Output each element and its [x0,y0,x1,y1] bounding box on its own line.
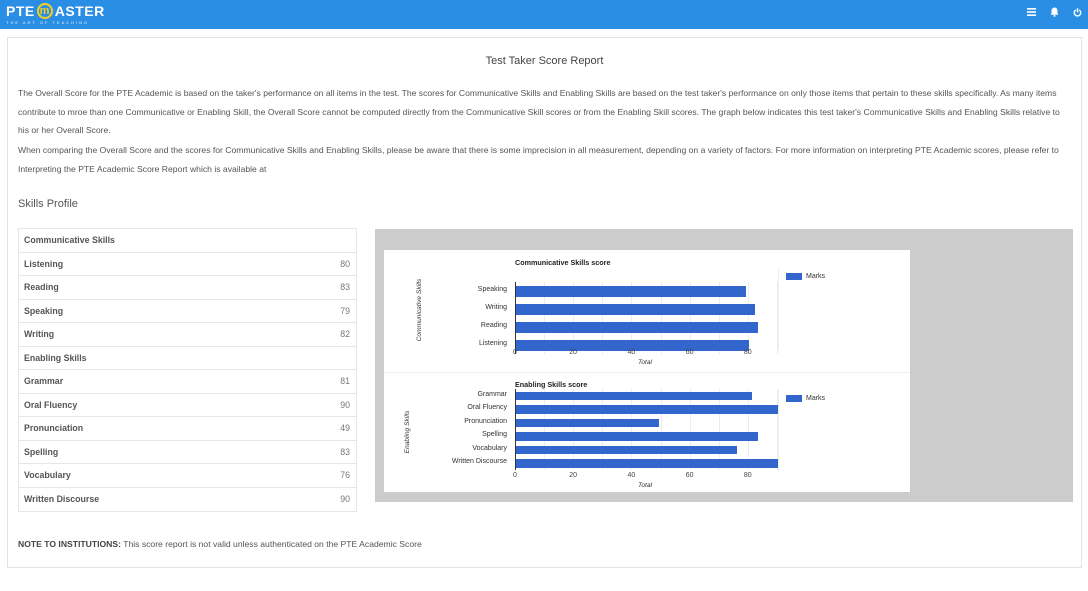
category-label: Reading [480,322,507,329]
x-tick-label: 80 [743,472,752,479]
top-navbar: PTE m ASTER THE ART OF TEACHING [0,0,1088,29]
bar-written-discourse [516,459,778,468]
bar-grammar [516,391,752,400]
grid-line [544,282,546,354]
grid-line [776,282,778,354]
bell-icon[interactable] [1050,7,1059,17]
table-row: Writing 82 [19,323,356,347]
table-row: Written Discourse 90 [24,494,350,505]
chart-legend: Marks [786,395,825,402]
grid-line [544,389,546,470]
bar-vocabulary [516,445,738,454]
grid-line [602,389,604,470]
legend-swatch [786,395,802,402]
table-section-header: Communicative Skills [19,229,356,253]
chart-container: Communicative Skills score Communicative … [384,250,910,492]
table-row: Reading 83 [19,276,356,300]
bar-pronunciation [516,418,659,427]
legend-label: Marks [806,273,826,280]
x-tick-label: 20 [569,349,578,356]
grid-line [631,389,633,470]
skills-table: Communicative Skills Listening 80 Reading… [18,228,357,512]
chart-title: Enabling Skills score [515,380,588,389]
table-row: Grammar 81 [19,370,356,394]
x-axis-label: Total [637,482,652,489]
logo[interactable]: PTE m ASTER THE ART OF TEACHING [6,3,105,27]
grid-line [631,282,633,354]
table-row: Speaking 79 [19,300,356,323]
score-report-card: Test Taker Score Report The Overall Scor… [7,37,1082,568]
chart-divider [384,372,910,373]
power-icon[interactable] [1073,7,1082,17]
bar-speaking [516,285,746,297]
grid-line [747,282,749,354]
grid-line [689,389,691,470]
legend-swatch [786,273,802,280]
grid-line [718,282,720,354]
category-label: Spelling [482,431,507,439]
category-label: Vocabulary [472,444,507,452]
chart-legend: Marks [786,273,825,280]
x-tick-label: 40 [627,472,636,479]
x-axis-label: Total [637,359,652,366]
grid-line [573,389,575,470]
legend-label: Marks [806,395,826,402]
grid-line [718,389,720,470]
logo-tagline: THE ART OF TEACHING [6,20,90,25]
category-label: Pronunciation [464,417,507,425]
bar-oral-fluency [516,405,778,414]
bar-listening [516,339,749,351]
measurement-paragraph: When comparing the Overall Score and the… [18,145,1059,174]
charts-panel: Communicative Skills score Communicative … [375,229,1073,502]
table-row: Vocabulary 76 [19,464,356,488]
grid-line [602,282,604,354]
x-tick-label: 40 [627,349,636,356]
page-title: Test Taker Score Report [485,55,604,67]
category-label: Written Discourse [451,458,507,466]
y-axis-line [515,389,516,470]
table-row: Listening 80 [19,253,356,276]
intro-paragraph: The Overall Score for the PTE Academic i… [18,88,1060,135]
x-tick-label: 60 [685,349,694,356]
legend-divider [778,390,779,472]
table-row: Spelling 83 [19,441,356,464]
legend-divider [778,268,779,350]
grid-line [573,282,575,354]
x-tick-label: 60 [685,472,694,479]
skills-profile-heading: Skills Profile [18,198,78,210]
x-tick-label: 0 [513,349,517,356]
institution-note: NOTE TO INSTITUTIONS: This score report … [18,539,422,549]
table-section-header: Enabling Skills [19,347,356,370]
table-row: Pronunciation 49 [19,417,356,441]
category-label: Listening [478,340,507,347]
bar-spelling [516,432,758,441]
x-tick-label: 20 [569,472,578,479]
table-row: Oral Fluency 90 [19,394,356,417]
x-tick-label: 0 [513,472,517,479]
category-label: Oral Fluency [467,404,507,412]
grid-line [747,389,749,470]
logo-text-left: PTE [6,3,35,19]
category-label: Writing [485,304,507,311]
bar-reading [516,321,758,333]
grid-line [689,282,691,354]
category-label: Speaking [477,286,507,293]
grid-line [776,389,778,470]
category-label: Grammar [477,390,507,398]
y-axis-line [515,282,516,354]
x-tick-label: 80 [743,349,752,356]
grid-line [660,282,662,354]
bar-writing [516,303,755,315]
menu-icon[interactable] [1027,8,1036,16]
chart-title: Communicative Skills score [515,258,611,267]
logo-text-right: ASTER [54,3,105,19]
grid-line [660,389,662,470]
logo-m-icon: m [36,3,53,19]
